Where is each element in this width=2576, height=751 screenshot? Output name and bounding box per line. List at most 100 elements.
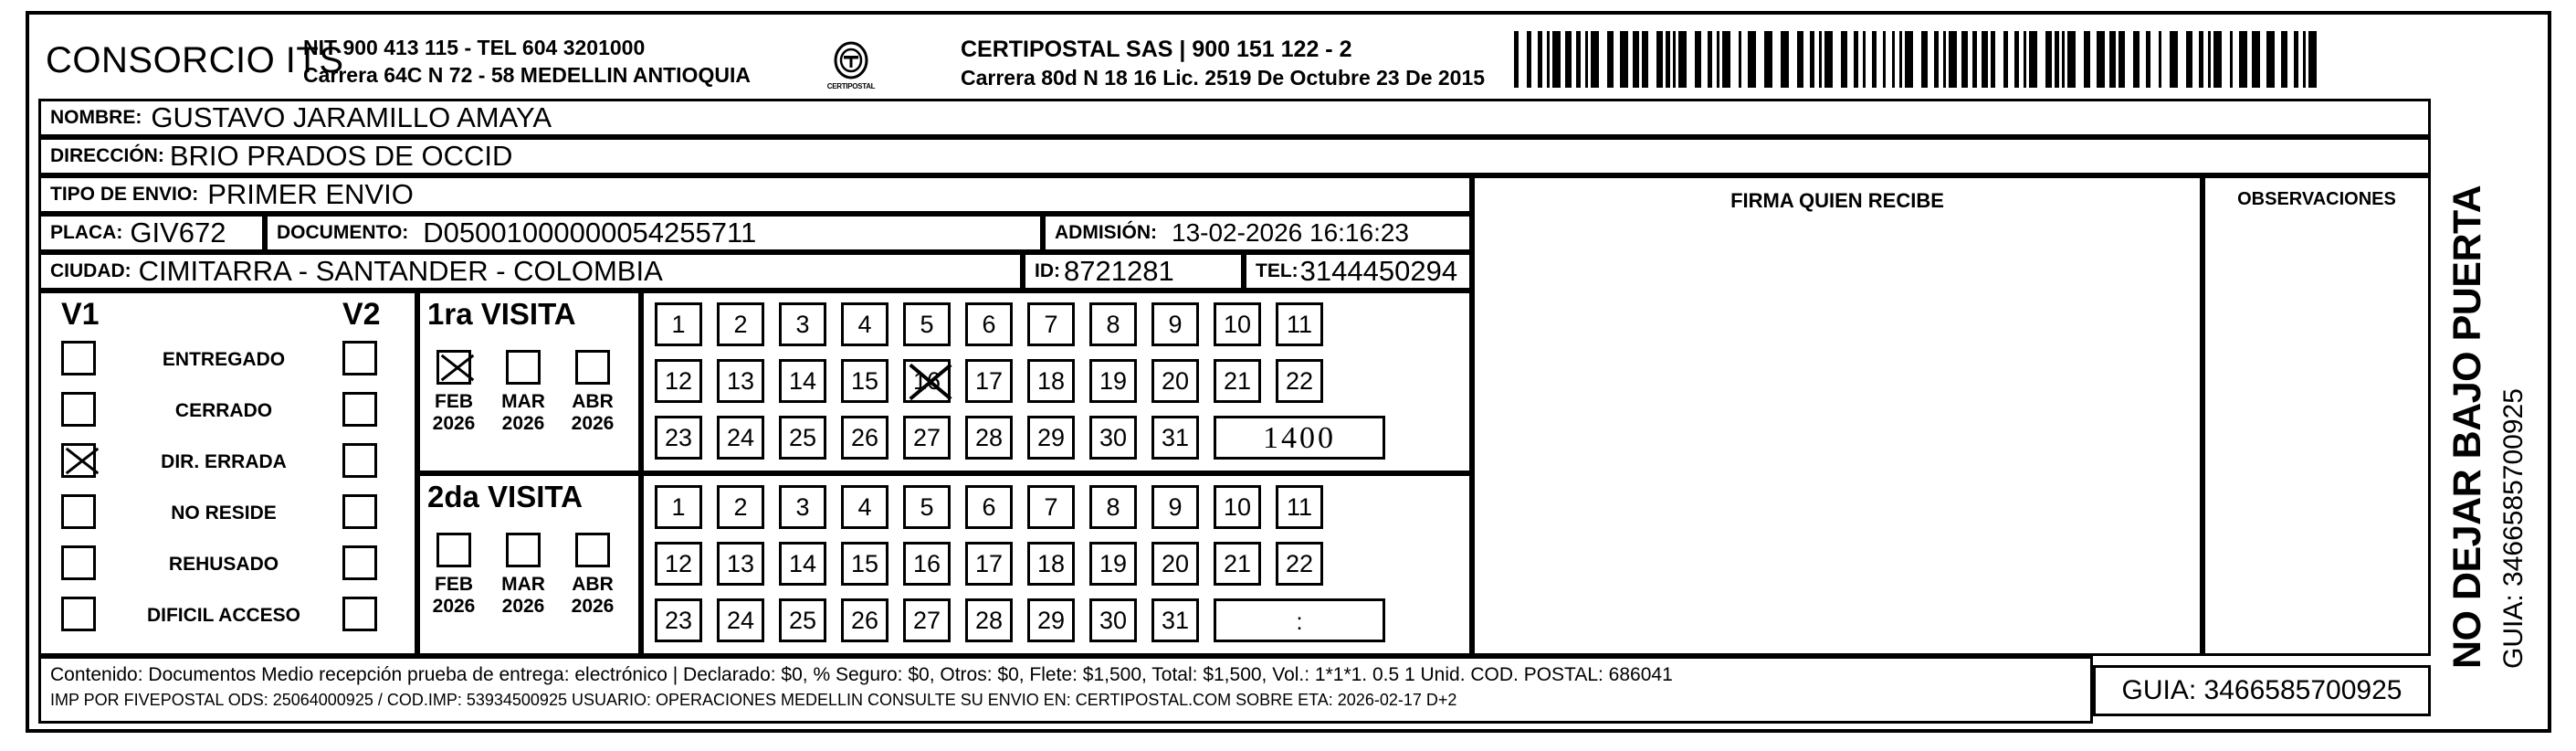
day-cell-26-v1[interactable]: 26 (841, 416, 888, 460)
day-cell-27-v2[interactable]: 27 (903, 598, 951, 642)
day-cell-28-v2[interactable]: 28 (965, 598, 1013, 642)
day-cell-5-v1[interactable]: 5 (903, 302, 951, 346)
day-cell-21-v1[interactable]: 21 (1214, 359, 1261, 403)
month-checkbox[interactable] (575, 350, 610, 385)
day-cell-12-v2[interactable]: 12 (655, 542, 702, 586)
signature-area[interactable]: FIRMA QUIEN RECIBE (1472, 175, 2203, 656)
day-cell-24-v2[interactable]: 24 (717, 598, 764, 642)
v1-checkbox-5[interactable] (61, 545, 96, 580)
day-cell-23-v1[interactable]: 23 (655, 416, 702, 460)
day-cell-4-v1[interactable]: 4 (841, 302, 888, 346)
month-name: MAR (501, 391, 545, 412)
day-cell-9-v2[interactable]: 9 (1151, 485, 1199, 529)
status-row-dificil-acceso: DIFICIL ACCESO (41, 597, 415, 644)
day-cell-4-v2[interactable]: 4 (841, 485, 888, 529)
day-cell-27-v1[interactable]: 27 (903, 416, 951, 460)
observations-area[interactable]: OBSERVACIONES (2203, 175, 2431, 656)
day-cell-20-v1[interactable]: 20 (1151, 359, 1199, 403)
v1-checkbox-6[interactable] (61, 597, 96, 631)
day-cell-19-v1[interactable]: 19 (1089, 359, 1137, 403)
day-cell-24-v1[interactable]: 24 (717, 416, 764, 460)
day-cell-26-v2[interactable]: 26 (841, 598, 888, 642)
day-cell-8-v1[interactable]: 8 (1089, 302, 1137, 346)
v2-checkbox-5[interactable] (342, 545, 377, 580)
footer-details: Contenido: Documentos Medio recepción pr… (38, 656, 2093, 724)
day-cell-16-v2[interactable]: 16 (903, 542, 951, 586)
day-cell-9-v1[interactable]: 9 (1151, 302, 1199, 346)
v2-checkbox-3[interactable] (342, 443, 377, 478)
day-cell-30-v1[interactable]: 30 (1089, 416, 1137, 460)
day-cell-6-v2[interactable]: 6 (965, 485, 1013, 529)
day-cell-28-v1[interactable]: 28 (965, 416, 1013, 460)
day-cell-18-v1[interactable]: 18 (1027, 359, 1075, 403)
month-option-mar-v1[interactable]: MAR 2026 (497, 350, 550, 435)
v2-checkbox-2[interactable] (342, 392, 377, 427)
day-cell-7-v1[interactable]: 7 (1027, 302, 1075, 346)
v1-checkbox-2[interactable] (61, 392, 96, 427)
day-cell-13-v1[interactable]: 13 (717, 359, 764, 403)
day-cell-29-v2[interactable]: 29 (1027, 598, 1075, 642)
day-cell-15-v1[interactable]: 15 (841, 359, 888, 403)
day-cell-11-v1[interactable]: 11 (1276, 302, 1323, 346)
day-cell-30-v2[interactable]: 30 (1089, 598, 1137, 642)
day-cell-2-v2[interactable]: 2 (717, 485, 764, 529)
day-cell-6-v1[interactable]: 6 (965, 302, 1013, 346)
id-value: 8721281 (1064, 255, 1174, 287)
day-cell-29-v1[interactable]: 29 (1027, 416, 1075, 460)
day-cell-22-v2[interactable]: 22 (1276, 542, 1323, 586)
day-cell-17-v1[interactable]: 17 (965, 359, 1013, 403)
day-cell-16-v1[interactable]: 16 (903, 359, 951, 403)
v1-checkbox-3[interactable] (61, 443, 96, 478)
month-name: FEB (435, 574, 473, 595)
day-cell-7-v2[interactable]: 7 (1027, 485, 1075, 529)
day-cell-12-v1[interactable]: 12 (655, 359, 702, 403)
day-cell-21-v2[interactable]: 21 (1214, 542, 1261, 586)
v2-checkbox-4[interactable] (342, 494, 377, 529)
v1-checkbox-1[interactable] (61, 341, 96, 376)
day-cell-10-v1[interactable]: 10 (1214, 302, 1261, 346)
visit-time-box-v1[interactable]: 1400 (1214, 416, 1385, 460)
company-address: NIT 900 413 115 - TEL 604 3201000 Carrer… (303, 35, 751, 90)
day-row: 12 13 14 15 16 17 18 19 20 21 22 (655, 359, 1323, 403)
day-cell-14-v1[interactable]: 14 (779, 359, 826, 403)
month-checkbox[interactable] (436, 350, 471, 385)
day-cell-13-v2[interactable]: 13 (717, 542, 764, 586)
v1-checkbox-4[interactable] (61, 494, 96, 529)
day-cell-1-v1[interactable]: 1 (655, 302, 702, 346)
status-label: DIR. ERRADA (161, 451, 287, 472)
day-cell-17-v2[interactable]: 17 (965, 542, 1013, 586)
month-option-feb-v1[interactable]: FEB 2026 (427, 350, 480, 435)
visit-time-box-v2[interactable]: : (1214, 598, 1385, 642)
day-cell-8-v2[interactable]: 8 (1089, 485, 1137, 529)
month-checkbox[interactable] (575, 533, 610, 567)
day-cell-15-v2[interactable]: 15 (841, 542, 888, 586)
v2-checkbox-6[interactable] (342, 597, 377, 631)
month-option-abr-v1[interactable]: ABR 2026 (566, 350, 619, 435)
month-option-feb-v2[interactable]: FEB 2026 (427, 533, 480, 618)
day-cell-31-v2[interactable]: 31 (1151, 598, 1199, 642)
day-cell-22-v1[interactable]: 22 (1276, 359, 1323, 403)
day-cell-3-v2[interactable]: 3 (779, 485, 826, 529)
day-cell-25-v2[interactable]: 25 (779, 598, 826, 642)
day-cell-11-v2[interactable]: 11 (1276, 485, 1323, 529)
day-cell-14-v2[interactable]: 14 (779, 542, 826, 586)
day-cell-25-v1[interactable]: 25 (779, 416, 826, 460)
month-checkbox[interactable] (506, 350, 541, 385)
v2-checkbox-1[interactable] (342, 341, 377, 376)
month-option-abr-v2[interactable]: ABR 2026 (566, 533, 619, 618)
month-checkbox[interactable] (436, 533, 471, 567)
month-option-mar-v2[interactable]: MAR 2026 (497, 533, 550, 618)
day-cell-18-v2[interactable]: 18 (1027, 542, 1075, 586)
day-cell-2-v1[interactable]: 2 (717, 302, 764, 346)
day-cell-23-v2[interactable]: 23 (655, 598, 702, 642)
certipostal-seal-icon (834, 41, 868, 79)
month-checkbox[interactable] (506, 533, 541, 567)
day-cell-10-v2[interactable]: 10 (1214, 485, 1261, 529)
day-cell-5-v2[interactable]: 5 (903, 485, 951, 529)
day-cell-20-v2[interactable]: 20 (1151, 542, 1199, 586)
day-cell-1-v2[interactable]: 1 (655, 485, 702, 529)
day-cell-31-v1[interactable]: 31 (1151, 416, 1199, 460)
field-row-telefono: TEL: 3144450294 (1244, 252, 1472, 291)
day-cell-19-v2[interactable]: 19 (1089, 542, 1137, 586)
day-cell-3-v1[interactable]: 3 (779, 302, 826, 346)
